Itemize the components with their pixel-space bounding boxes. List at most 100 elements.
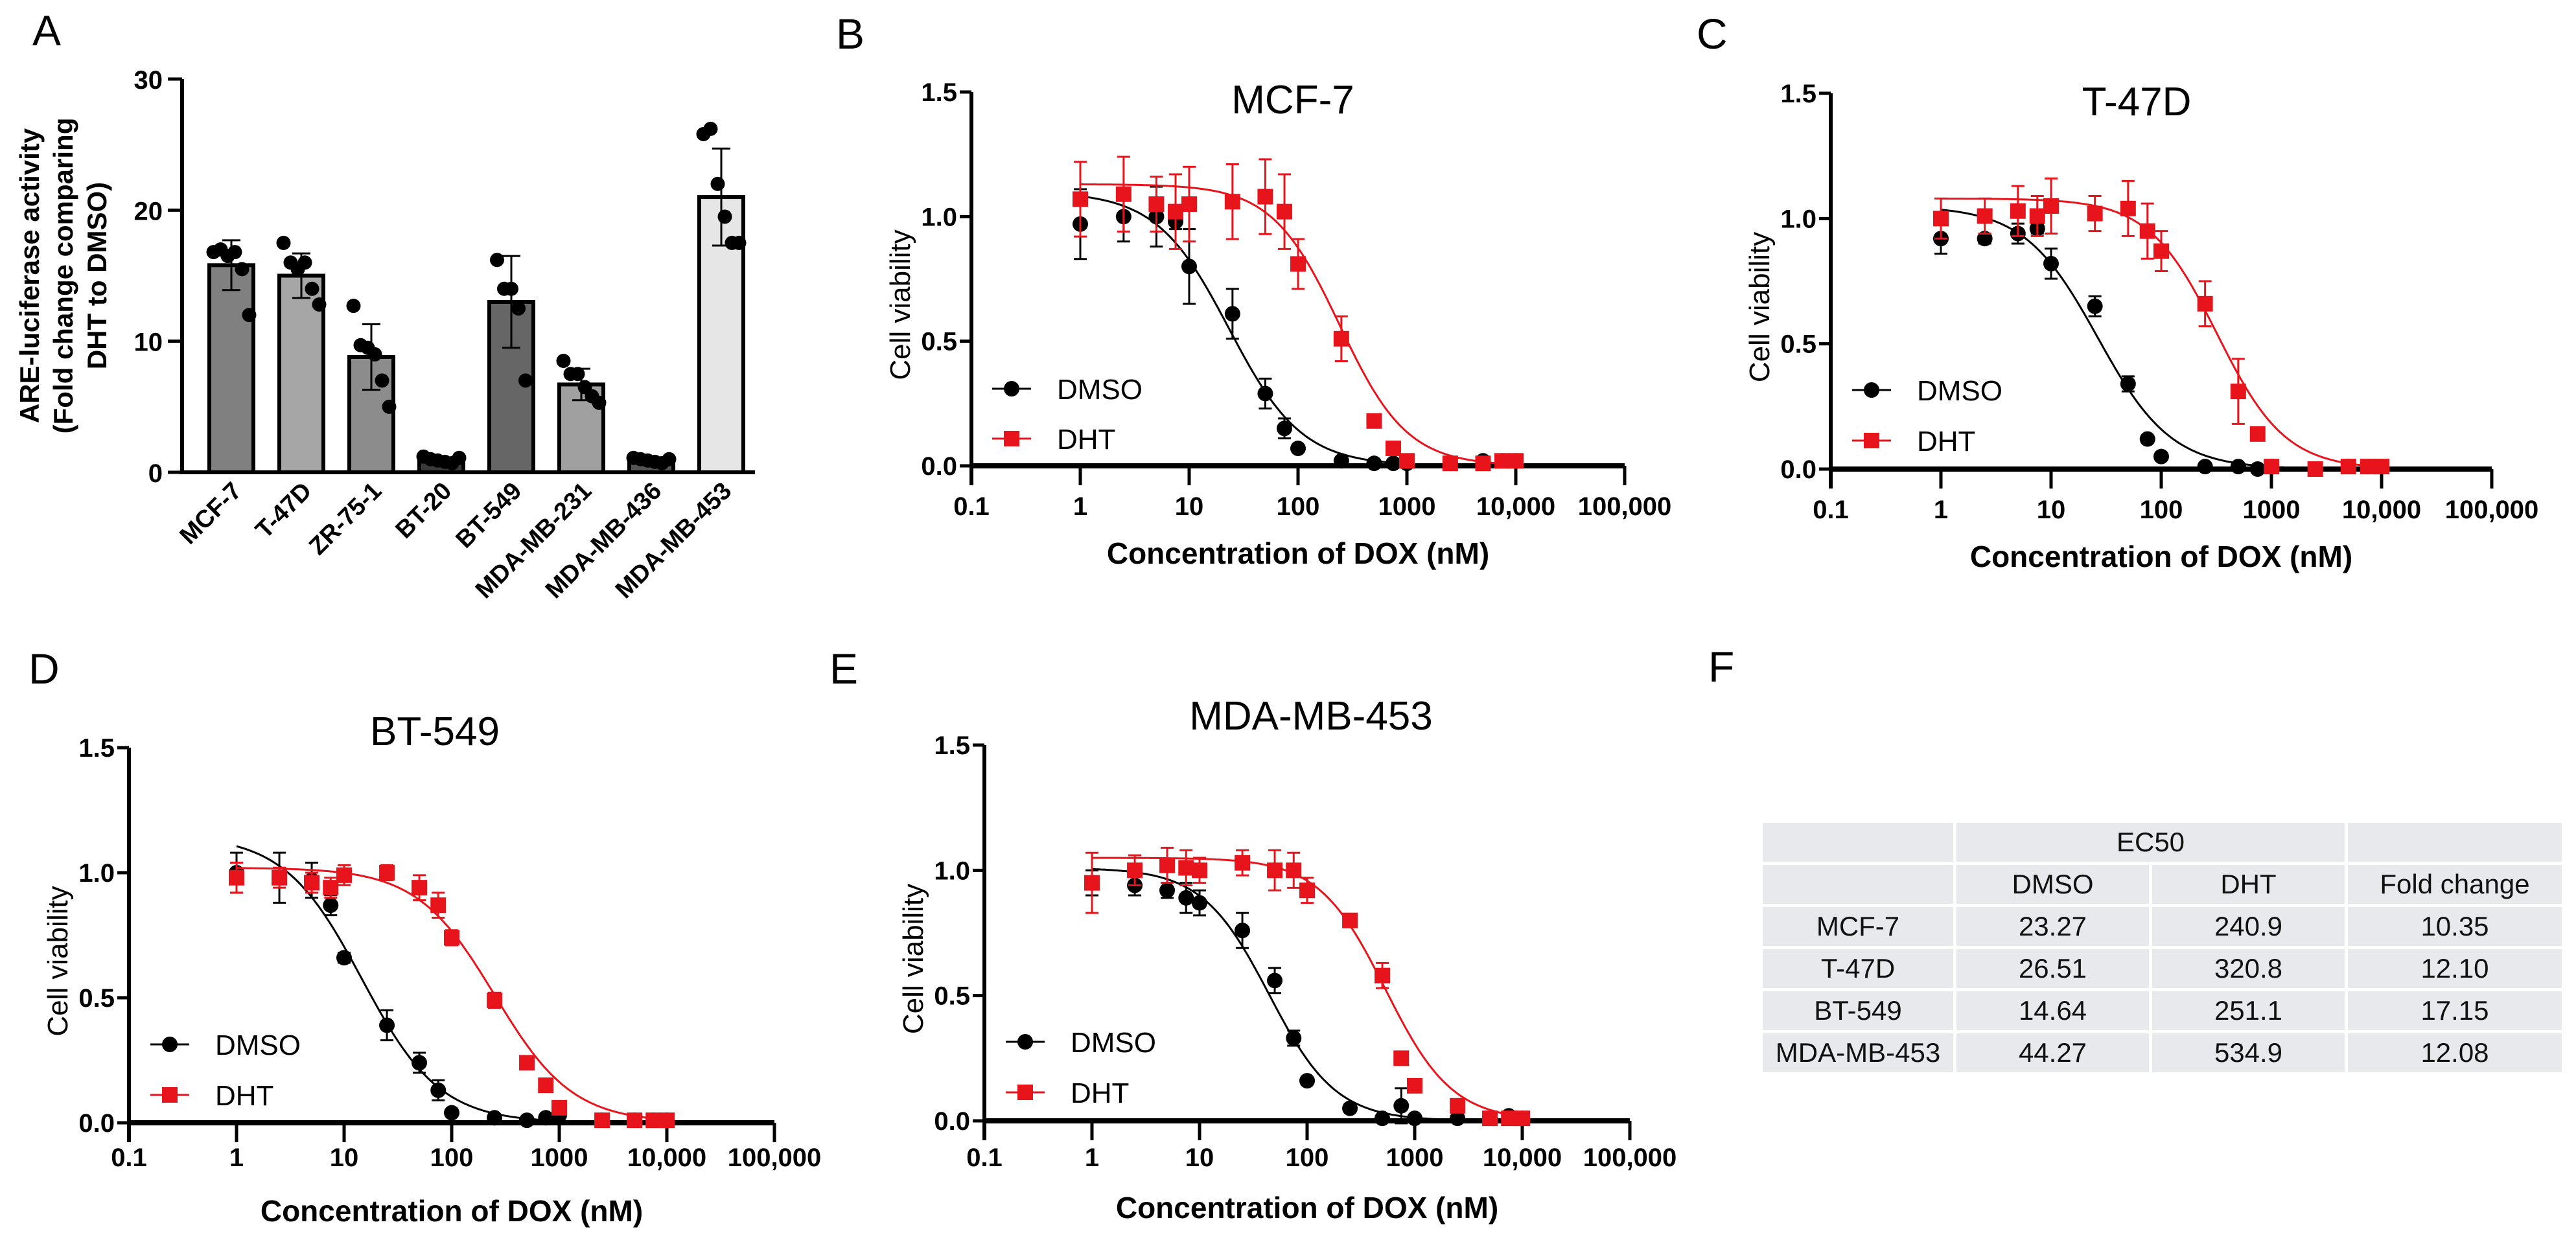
y-tick-label: 0.0 (934, 1107, 970, 1136)
legend-marker (1864, 433, 1879, 448)
data-point (1393, 1050, 1410, 1066)
data-point (272, 869, 288, 886)
table-cell-cell-line: T-47D (1763, 949, 1953, 988)
data-point (551, 1099, 567, 1116)
legend-label: DMSO (215, 1029, 301, 1061)
data-point (1375, 1110, 1391, 1127)
legend-label: DHT (1917, 426, 1975, 457)
data-point (511, 301, 526, 316)
fit-curve (1080, 195, 1516, 467)
data-point (2153, 448, 2169, 465)
legend-marker (1017, 1034, 1033, 1050)
dose-response-chart-e: 0.0 0.5 1.0 1.5 0.1 1 10 100 1000 10,000 100,000 Co… (898, 694, 1677, 1225)
data-point (2043, 255, 2059, 271)
table-cell-dht: 320.8 (2152, 949, 2345, 988)
data-point (2029, 208, 2045, 224)
data-point (1366, 455, 1382, 472)
data-point (382, 399, 397, 414)
x-tick-label: 10 (330, 1144, 359, 1172)
series-dmso (1073, 185, 1524, 472)
data-point (229, 869, 244, 886)
data-point (2230, 459, 2246, 475)
data-point (703, 121, 718, 136)
data-point (1342, 912, 1358, 928)
data-point (1482, 1110, 1498, 1127)
x-tick-label: 1000 (1378, 492, 1436, 521)
x-tick-label: 100,000 (1578, 492, 1672, 521)
data-point (1235, 923, 1251, 939)
y-axis-label: (Fold change comparing (48, 118, 78, 434)
data-point (412, 1055, 428, 1071)
table-row: MCF-7 23.27 240.9 10.35 (1763, 907, 2562, 946)
x-axis-label: Concentration of DOX (nM) (261, 1194, 643, 1228)
data-point (1366, 413, 1382, 429)
panel-letter-e: E (830, 645, 858, 693)
x-tick-label: ZR-75-1 (304, 477, 387, 560)
data-point (1192, 895, 1207, 911)
data-point (1148, 196, 1165, 213)
data-point (1168, 203, 1184, 220)
data-point (662, 452, 677, 466)
table-cell-cell-line: MCF-7 (1763, 907, 1953, 946)
data-point (430, 1082, 447, 1098)
x-tick-label: 1 (229, 1144, 244, 1172)
data-point (1235, 855, 1251, 871)
data-point (1290, 441, 1306, 457)
legend-marker (162, 1037, 178, 1052)
legend-item-dht: DHT (150, 1080, 273, 1112)
data-point (1494, 453, 1511, 469)
table-row: T-47D 26.51 320.8 12.10 (1763, 949, 2562, 988)
table-cell-fold-change: 17.15 (2348, 991, 2562, 1030)
legend-marker (162, 1087, 178, 1103)
data-point (592, 395, 607, 410)
table-cell-dmso: 14.64 (1956, 991, 2149, 1030)
data-point (1267, 972, 1283, 989)
data-point (379, 865, 395, 880)
data-point (594, 1112, 610, 1129)
legend-label: DHT (1057, 424, 1115, 455)
y-tick-label: 0.5 (1780, 330, 1816, 359)
data-point (538, 1110, 554, 1126)
data-point (305, 281, 319, 296)
data-point (2010, 203, 2026, 219)
data-point (367, 347, 382, 362)
x-tick-label: 100 (1286, 1144, 1329, 1172)
data-point (1508, 453, 1524, 469)
legend-label: DMSO (1057, 374, 1143, 406)
data-point (2120, 376, 2136, 392)
x-tick-label: 10,000 (1476, 492, 1555, 521)
data-point (444, 930, 459, 946)
fit-curve (1080, 183, 1516, 466)
chart-title: MDA-MB-453 (1189, 694, 1433, 739)
y-axis-label: Cell viability (885, 229, 916, 380)
data-point (1342, 1100, 1358, 1116)
data-point (1386, 455, 1402, 472)
table-cell-fold-change: 12.08 (2348, 1033, 2562, 1072)
legend-label: DHT (215, 1080, 273, 1112)
data-point (323, 897, 339, 914)
y-tick-label: 1.5 (934, 731, 970, 760)
data-point (452, 450, 467, 465)
chart-title: T-47D (2082, 80, 2192, 124)
data-point (1178, 860, 1194, 876)
data-point (2043, 198, 2059, 214)
data-point (1442, 455, 1458, 472)
data-point (2197, 295, 2213, 312)
table-cell-dht: 534.9 (2152, 1033, 2345, 1072)
data-point (519, 1112, 535, 1129)
data-point (1159, 882, 1176, 899)
data-point (1159, 857, 1176, 873)
data-point (1450, 1110, 1466, 1127)
y-axis-label: Cell viability (898, 884, 929, 1034)
data-point (487, 992, 503, 1008)
data-point (1257, 385, 1273, 402)
table-cell-cell-line: MDA-MB-453 (1763, 1033, 1953, 1072)
bar-chart-a: 0 10 20 30 ARE-luciferase activity (Fold chan… (14, 66, 755, 604)
data-point (1286, 862, 1302, 879)
x-tick-label: 100 (1277, 492, 1320, 521)
data-point (556, 354, 571, 369)
dose-response-chart-b: 0.0 0.5 1.0 1.5 0.1 1 10 100 1000 10,000 100,000 Co… (885, 78, 1671, 570)
data-point (1514, 1110, 1530, 1127)
table-header-row: DMSO DHT Fold change (1763, 865, 2562, 904)
